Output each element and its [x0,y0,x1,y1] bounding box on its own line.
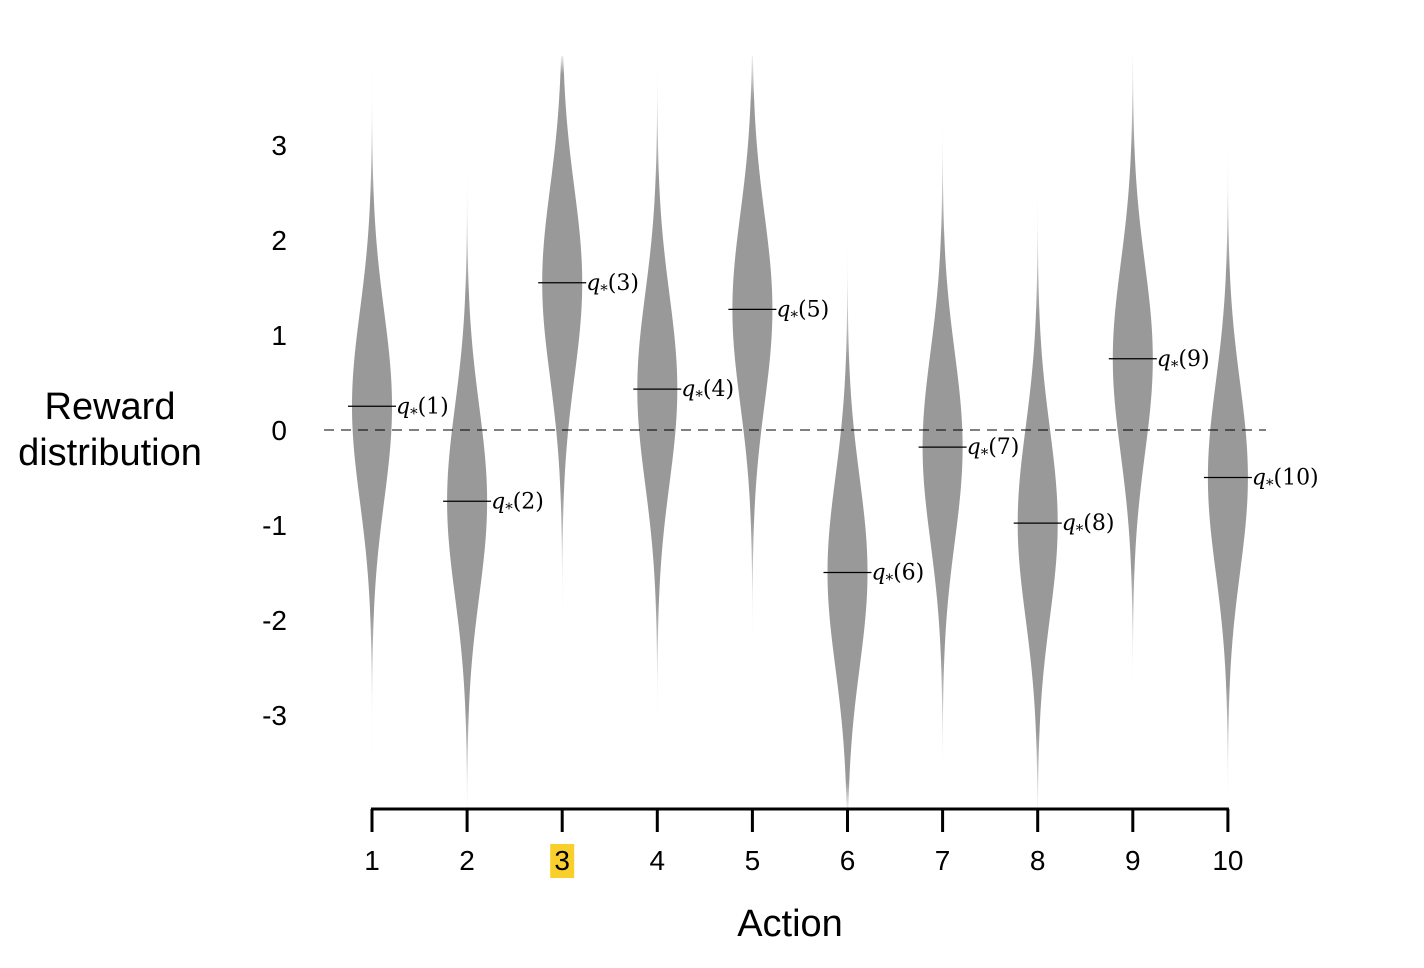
violin-2 [447,56,488,808]
mean-label-2: q*(2) [491,489,544,517]
y-axis-title-line-2: distribution [18,432,202,474]
x-axis-layer: 1 2 3 4 5 6 7 8 9 10 [364,807,1243,878]
violin-10 [1207,56,1248,808]
y-tick-label: 3 [271,130,287,161]
mean-label-10: q*(10) [1252,466,1319,494]
mean-markers-layer: q*(1) q*(2) q*(3) q*(4) q*(5) q*(6) q*(7) q*(8)… [348,271,1319,589]
y-tick-label: 2 [271,225,287,256]
violin-8 [1017,56,1058,808]
y-axis-title: Reward distribution [0,384,220,476]
mean-label-4: q*(4) [681,377,734,405]
mean-label-5: q*(5) [776,297,829,325]
violin-4 [637,56,678,808]
y-tick-label: 1 [271,320,287,351]
mean-label-6: q*(6) [872,561,925,589]
x-tick-label-4: 4 [650,845,666,876]
x-tick-label-10: 10 [1212,845,1243,876]
violin-7 [922,56,963,808]
y-tick-label: -2 [262,605,287,636]
x-tick-label-8: 8 [1030,845,1046,876]
x-tick-label-7: 7 [935,845,951,876]
violin-9 [1112,56,1153,808]
x-tick-label-5: 5 [745,845,761,876]
x-tick-label-2: 2 [459,845,475,876]
violin-3 [542,56,583,808]
y-axis-title-line-1: Reward [44,386,176,428]
mean-label-3: q*(3) [586,271,639,299]
x-axis-title: Action [737,903,843,945]
y-tick-label: -1 [262,510,287,541]
violin-5 [732,56,773,808]
x-tick-label-6: 6 [840,845,856,876]
x-tick-label-9: 9 [1125,845,1141,876]
y-tick-label: 0 [271,415,287,446]
violins-layer [352,56,1248,808]
mean-label-8: q*(8) [1062,511,1115,539]
highlight-box [550,844,575,878]
y-tick-labels-layer: -3 -2 -1 0 1 2 3 [262,130,287,731]
mean-label-7: q*(7) [967,435,1020,463]
mean-label-9: q*(9) [1157,347,1210,375]
violin-6 [827,56,868,808]
x-tick-label-3: 3 [554,845,570,876]
x-tick-label-1: 1 [364,845,380,876]
mean-label-1: q*(1) [396,394,449,422]
y-tick-label: -3 [262,700,287,731]
violin-1 [352,56,392,808]
